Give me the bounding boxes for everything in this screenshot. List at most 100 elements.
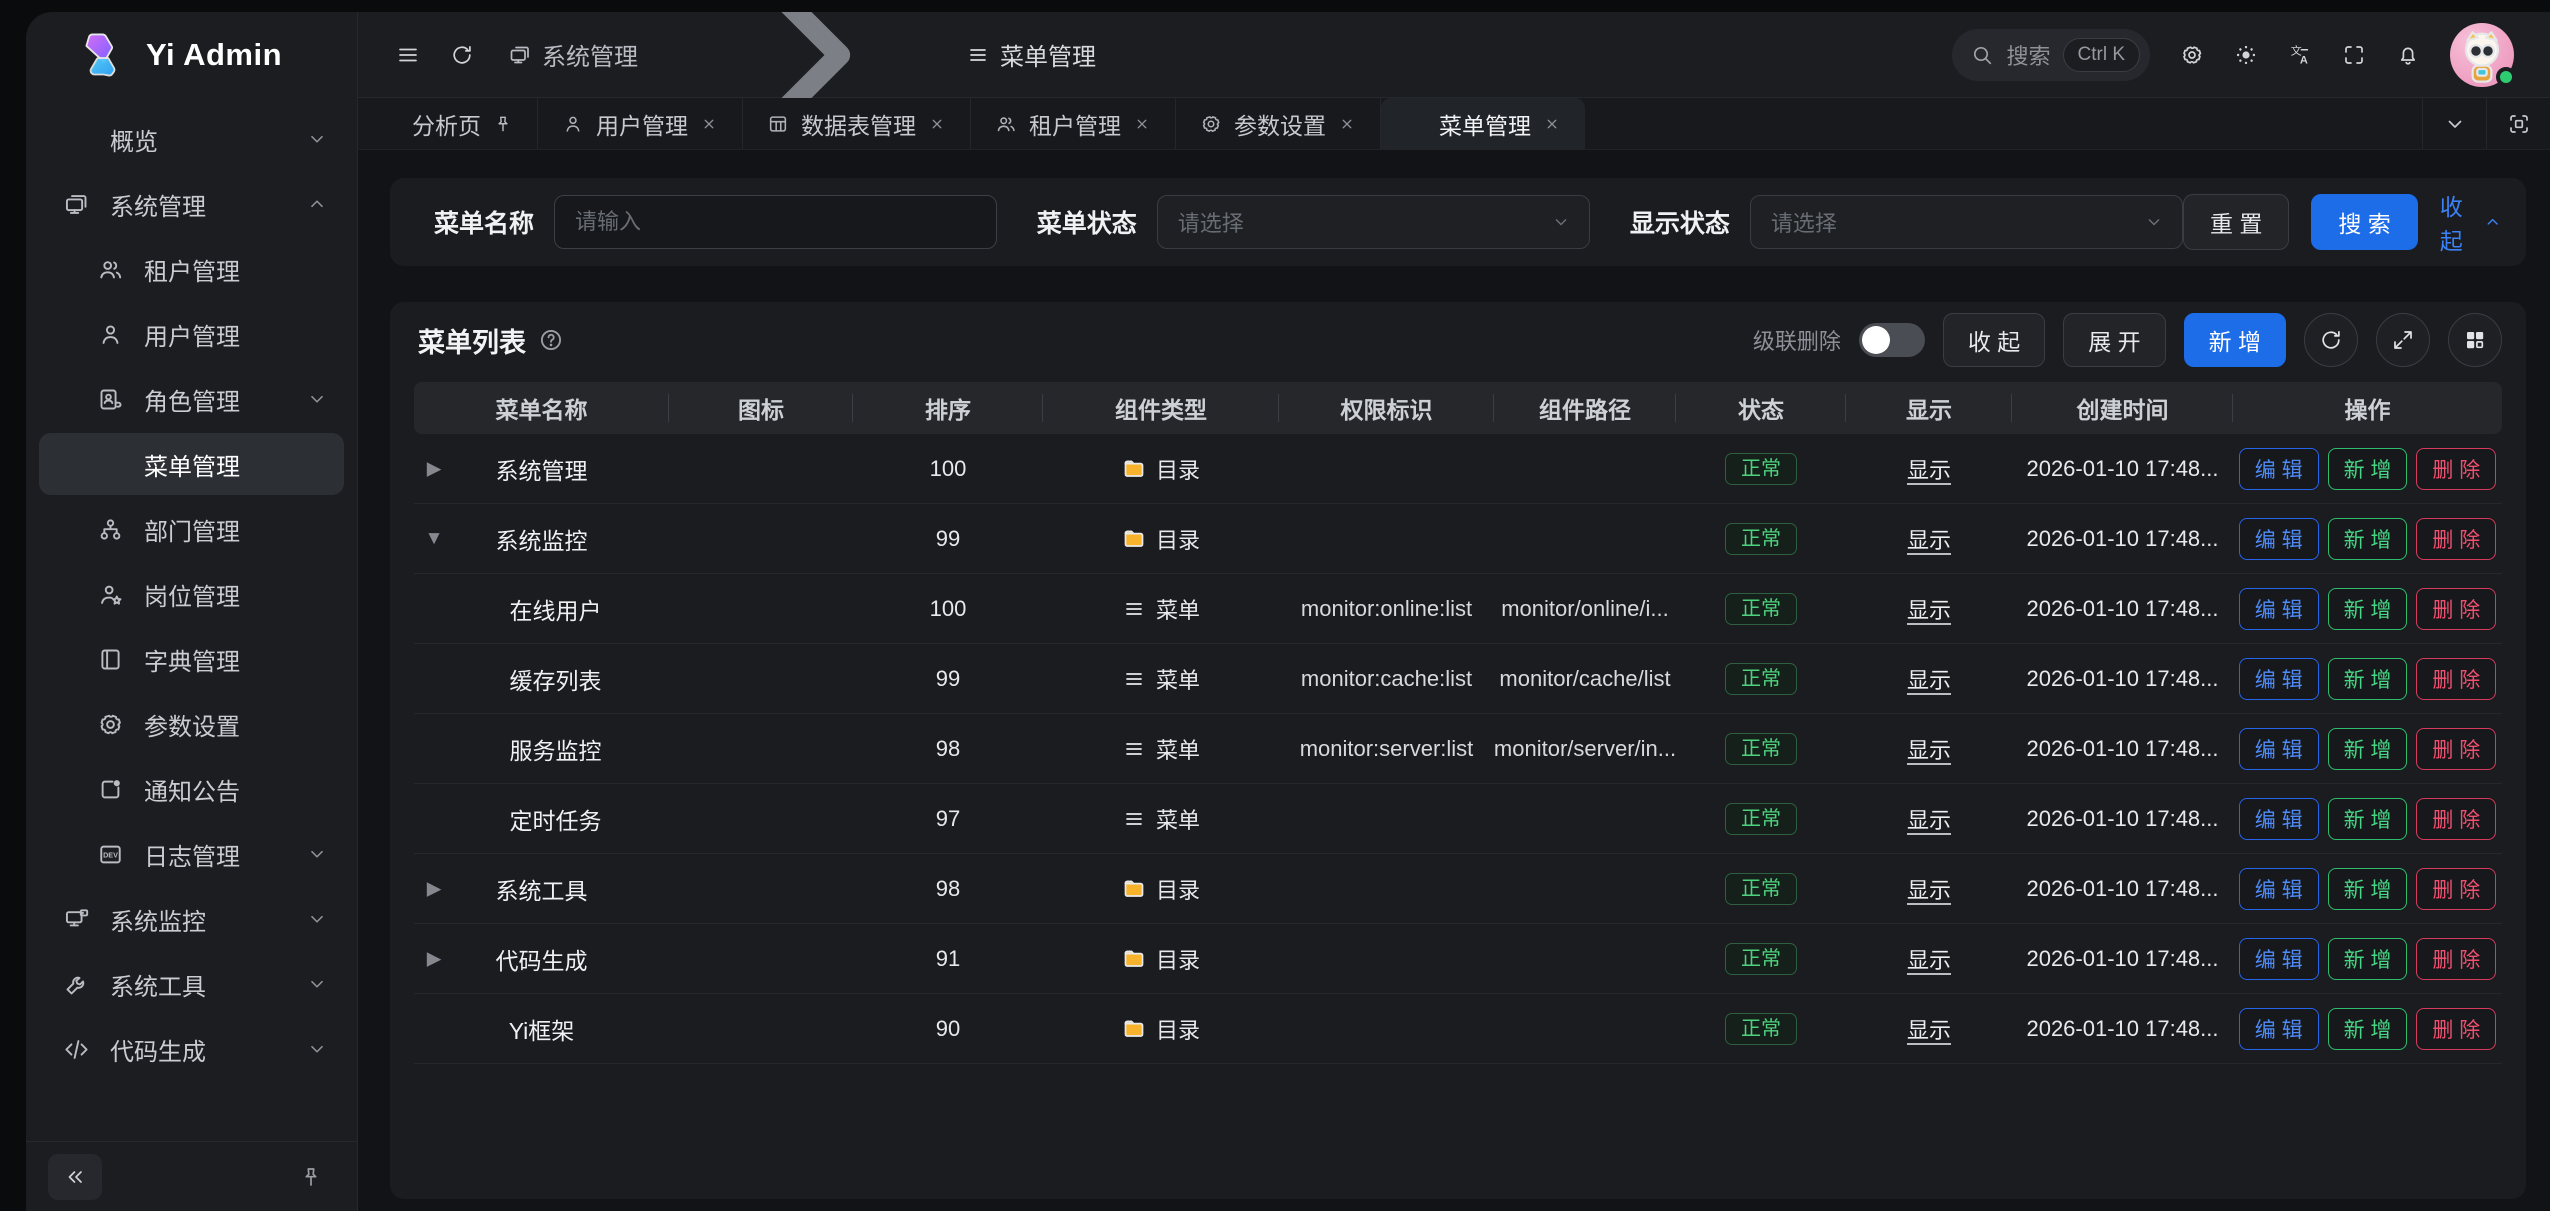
edit-row-button[interactable]: 编 辑 <box>2238 1007 2319 1050</box>
refresh-page-button[interactable] <box>450 43 474 67</box>
notifications-button[interactable] <box>2396 43 2420 67</box>
edit-row-button[interactable]: 编 辑 <box>2238 587 2319 630</box>
fullscreen-button[interactable] <box>2342 43 2366 67</box>
collapse-all-button[interactable]: 收 起 <box>1942 313 2046 367</box>
collapse-row-icon[interactable]: ▼ <box>424 527 444 549</box>
cascade-delete-toggle[interactable] <box>1858 323 1925 357</box>
tab-list-dropdown-button[interactable] <box>2422 98 2486 149</box>
add-row-button[interactable]: 新 增 <box>2327 867 2408 910</box>
help-question-icon[interactable] <box>538 327 564 353</box>
visible-link[interactable]: 显示 <box>1906 737 1951 763</box>
search-button[interactable]: 搜 索 <box>2311 194 2418 250</box>
add-menu-button[interactable]: 新 增 <box>2183 313 2286 367</box>
tab-数据表管理[interactable]: 数据表管理 <box>743 98 971 149</box>
sidebar-item-参数设置[interactable]: 参数设置 <box>39 693 344 755</box>
sidebar-item-角色管理[interactable]: 角色管理 <box>39 368 344 430</box>
visible-status-select[interactable]: 请选择 <box>1749 195 2183 249</box>
edit-row-button[interactable]: 编 辑 <box>2238 657 2319 700</box>
delete-row-button[interactable]: 删 除 <box>2416 867 2497 910</box>
column-settings-button[interactable] <box>2448 313 2502 367</box>
visible-link[interactable]: 显示 <box>1906 877 1951 903</box>
delete-row-button[interactable]: 删 除 <box>2416 657 2497 700</box>
add-row-button[interactable]: 新 增 <box>2327 937 2408 980</box>
delete-row-button[interactable]: 删 除 <box>2416 797 2497 840</box>
delete-row-button[interactable]: 删 除 <box>2416 517 2497 560</box>
pin-icon[interactable] <box>493 114 513 134</box>
sidebar-pin-button[interactable] <box>291 1157 331 1197</box>
delete-row-button[interactable]: 删 除 <box>2416 727 2497 770</box>
sidebar-item-部门管理[interactable]: 部门管理 <box>39 498 344 560</box>
add-row-button[interactable]: 新 增 <box>2327 447 2408 490</box>
edit-row-button[interactable]: 编 辑 <box>2238 867 2319 910</box>
visible-link[interactable]: 显示 <box>1906 457 1951 483</box>
sidebar-item-系统工具[interactable]: 系统工具 <box>39 953 344 1015</box>
sidebar-item-菜单管理[interactable]: 菜单管理 <box>39 433 344 495</box>
user-avatar[interactable] <box>2450 22 2516 87</box>
sidebar-item-日志管理[interactable]: DEV 日志管理 <box>39 823 344 885</box>
add-row-button[interactable]: 新 增 <box>2327 797 2408 840</box>
edit-row-button[interactable]: 编 辑 <box>2238 517 2319 560</box>
close-icon[interactable] <box>928 115 946 133</box>
sidebar-item-概览[interactable]: 概览 <box>39 108 344 170</box>
add-row-button[interactable]: 新 增 <box>2327 727 2408 770</box>
edit-row-button[interactable]: 编 辑 <box>2238 937 2319 980</box>
close-icon[interactable] <box>1338 115 1356 133</box>
refresh-table-button[interactable] <box>2304 313 2358 367</box>
expand-all-button[interactable]: 展 开 <box>2063 313 2166 367</box>
visible-link[interactable]: 显示 <box>1906 597 1951 623</box>
edit-row-button[interactable]: 编 辑 <box>2238 727 2319 770</box>
expand-row-icon[interactable]: ▶ <box>426 458 442 479</box>
expand-row-icon[interactable]: ▶ <box>426 948 442 969</box>
breadcrumb-item-menu[interactable]: 菜单管理 <box>966 37 1096 72</box>
sidebar-toggle-button[interactable] <box>396 43 420 67</box>
add-row-button[interactable]: 新 增 <box>2327 587 2408 630</box>
sidebar-item-通知公告[interactable]: 通知公告 <box>39 758 344 820</box>
visible-link[interactable]: 显示 <box>1906 1017 1951 1043</box>
announce-icon <box>97 776 124 803</box>
add-row-button[interactable]: 新 增 <box>2327 517 2408 560</box>
sidebar-item-代码生成[interactable]: 代码生成 <box>39 1018 344 1080</box>
delete-row-button[interactable]: 删 除 <box>2416 587 2497 630</box>
sidebar-item-租户管理[interactable]: 租户管理 <box>39 238 344 300</box>
visible-link[interactable]: 显示 <box>1906 947 1951 973</box>
tab-租户管理[interactable]: 租户管理 <box>971 98 1176 149</box>
settings-button[interactable] <box>2180 43 2204 67</box>
tab-用户管理[interactable]: 用户管理 <box>538 98 743 149</box>
breadcrumb-item-system[interactable]: 系统管理 <box>508 37 638 72</box>
visible-link[interactable]: 显示 <box>1906 667 1951 693</box>
sidebar-item-岗位管理[interactable]: 岗位管理 <box>39 563 344 625</box>
collapse-filter-link[interactable]: 收起 <box>2440 188 2502 256</box>
close-icon[interactable] <box>1543 115 1561 133</box>
edit-row-button[interactable]: 编 辑 <box>2238 447 2319 490</box>
logo-row[interactable]: Yi Admin <box>26 12 357 98</box>
tab-菜单管理[interactable]: 菜单管理 <box>1381 98 1585 149</box>
sidebar-item-用户管理[interactable]: 用户管理 <box>39 303 344 365</box>
edit-row-button[interactable]: 编 辑 <box>2238 797 2319 840</box>
sidebar-item-系统监控[interactable]: 系统监控 <box>39 888 344 950</box>
tab-参数设置[interactable]: 参数设置 <box>1176 98 1381 149</box>
delete-row-button[interactable]: 删 除 <box>2416 447 2497 490</box>
delete-row-button[interactable]: 删 除 <box>2416 937 2497 980</box>
sidebar-item-字典管理[interactable]: 字典管理 <box>39 628 344 690</box>
global-search[interactable]: 搜索 Ctrl K <box>1952 28 2150 81</box>
close-icon[interactable] <box>700 115 718 133</box>
sidebar-item-label: 参数设置 <box>144 713 240 741</box>
table-fullscreen-button[interactable] <box>2376 313 2430 367</box>
close-icon[interactable] <box>1133 115 1151 133</box>
sidebar-item-系统管理[interactable]: 系统管理 <box>39 173 344 235</box>
visible-link[interactable]: 显示 <box>1906 807 1951 833</box>
menu-status-select[interactable]: 请选择 <box>1156 195 1590 249</box>
add-row-button[interactable]: 新 增 <box>2327 1007 2408 1050</box>
visible-link[interactable]: 显示 <box>1906 527 1951 553</box>
sidebar-collapse-button[interactable] <box>48 1153 102 1200</box>
reset-button[interactable]: 重 置 <box>2182 194 2290 250</box>
add-row-button[interactable]: 新 增 <box>2327 657 2408 700</box>
tab-分析页[interactable]: 分析页 <box>388 98 538 149</box>
sidebar: Yi Admin 概览 系统管理 租户管理 用户管理 角色管理 菜单管理 部门管理 岗位管理字… <box>26 12 358 1211</box>
delete-row-button[interactable]: 删 除 <box>2416 1007 2497 1050</box>
theme-toggle-button[interactable] <box>2234 43 2258 67</box>
expand-row-icon[interactable]: ▶ <box>426 878 442 899</box>
menu-name-input[interactable] <box>554 195 997 249</box>
content-fullscreen-button[interactable] <box>2486 98 2550 149</box>
